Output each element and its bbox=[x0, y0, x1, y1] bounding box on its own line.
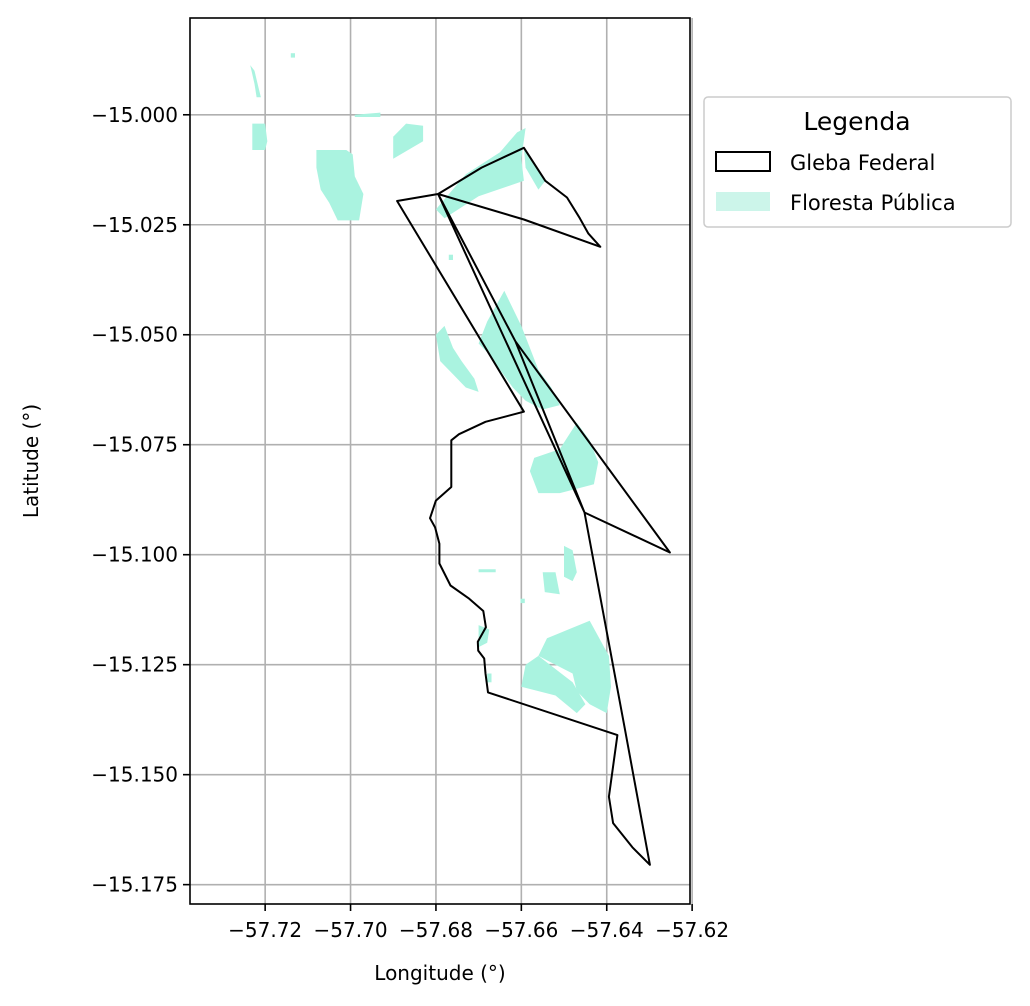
y-tick-label: −15.075 bbox=[91, 433, 178, 457]
forest-patch bbox=[290, 53, 295, 58]
forest-patch bbox=[564, 545, 577, 582]
forest-patch bbox=[252, 123, 268, 150]
y-tick-label: −15.150 bbox=[91, 763, 178, 787]
forest-patch bbox=[538, 620, 611, 714]
forest-patch bbox=[448, 254, 453, 260]
legend-swatch-gleba-federal bbox=[715, 151, 771, 172]
x-tick-label: −57.66 bbox=[484, 918, 558, 942]
legend-swatch-floresta-publica bbox=[716, 192, 770, 211]
y-tick-label: −15.100 bbox=[91, 543, 178, 567]
forest-patch bbox=[478, 569, 496, 573]
forest-patch bbox=[316, 150, 364, 221]
x-tick-label: −57.64 bbox=[570, 918, 644, 942]
y-axis-ticks: −15.000 −15.025 −15.050 −15.075 −15.100 −15.1… bbox=[91, 103, 190, 897]
y-tick-label: −15.175 bbox=[91, 873, 178, 897]
grid-lines bbox=[190, 18, 693, 904]
legend-box bbox=[703, 96, 1012, 228]
legend-title: Legenda bbox=[803, 107, 910, 136]
gleba-federal-layer bbox=[396, 146, 671, 866]
forest-patch bbox=[487, 673, 492, 683]
forest-patch bbox=[523, 147, 546, 190]
y-tick-label: −15.000 bbox=[91, 103, 178, 127]
x-tick-label: −57.72 bbox=[228, 918, 302, 942]
legend: Legenda Gleba Federal Floresta Pública bbox=[703, 96, 1012, 228]
legend-label-gleba-federal: Gleba Federal bbox=[790, 151, 935, 175]
forest-patch bbox=[435, 325, 479, 392]
x-tick-label: −57.70 bbox=[314, 918, 388, 942]
forest-patch bbox=[435, 128, 526, 219]
forest-patch bbox=[393, 123, 424, 159]
floresta-publica-layer bbox=[250, 53, 611, 714]
y-tick-label: −15.125 bbox=[91, 653, 178, 677]
forest-patch bbox=[354, 112, 381, 117]
forest-patch bbox=[250, 65, 261, 98]
forest-patch bbox=[529, 422, 599, 494]
forest-patch bbox=[521, 655, 586, 714]
legend-label-floresta-publica: Floresta Pública bbox=[790, 191, 956, 215]
y-axis-label: Latitude (°) bbox=[19, 404, 43, 518]
forest-patch bbox=[542, 572, 560, 595]
y-tick-label: −15.050 bbox=[91, 323, 178, 347]
x-tick-label: −57.68 bbox=[399, 918, 473, 942]
forest-patch bbox=[520, 598, 525, 604]
forest-patch bbox=[478, 625, 490, 648]
y-tick-label: −15.025 bbox=[91, 213, 178, 237]
x-axis-label: Longitude (°) bbox=[374, 961, 505, 985]
plot-frame bbox=[189, 17, 691, 905]
x-tick-label: −57.62 bbox=[655, 918, 729, 942]
gleba-federal-boundary bbox=[396, 146, 671, 866]
x-axis-ticks: −57.72 −57.70 −57.68 −57.66 −57.64 −57.62 bbox=[228, 904, 729, 942]
